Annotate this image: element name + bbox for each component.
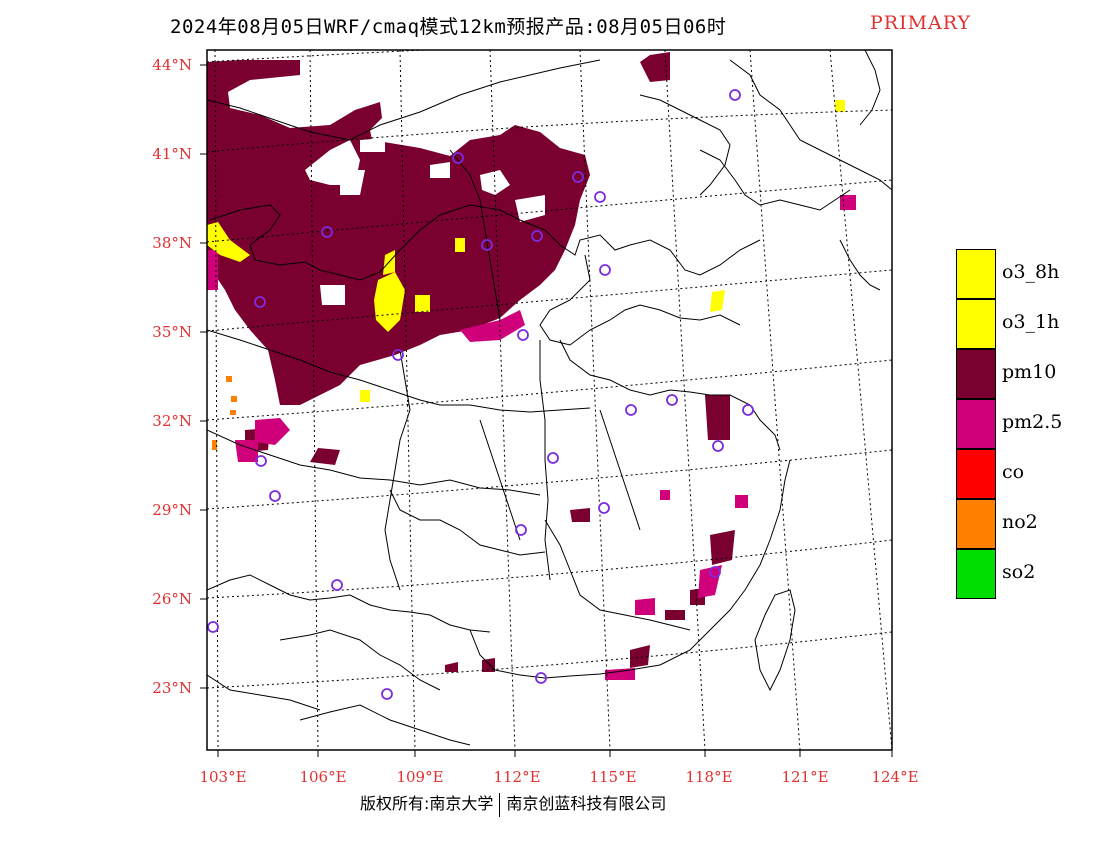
lat-label: 35°N: [152, 323, 192, 341]
graticule: [207, 50, 892, 750]
legend-label: pm2.5: [1002, 411, 1063, 433]
station-marker: [535, 672, 547, 684]
legend-label: no2: [1002, 511, 1038, 533]
legend-swatch: [956, 349, 996, 399]
o3-patches: [207, 100, 845, 402]
legend-label: o3_8h: [1002, 261, 1060, 283]
station-marker: [625, 404, 637, 416]
station-marker: [392, 349, 404, 361]
station-marker: [572, 171, 584, 183]
map-lines: [207, 50, 892, 746]
longitude-axis: 103°E 106°E 109°E 112°E 115°E 118°E 121°…: [199, 750, 919, 786]
no2-patches: [212, 376, 237, 450]
lon-label: 115°E: [589, 768, 636, 786]
primary-pollutant-tag: PRIMARY: [870, 12, 972, 34]
lat-label: 32°N: [152, 412, 192, 430]
station-marker: [729, 89, 741, 101]
station-marker: [517, 329, 529, 341]
legend-swatch: [956, 499, 996, 549]
latitude-axis: 44°N 41°N 38°N 35°N 32°N 29°N 26°N 23°N: [152, 56, 207, 697]
legend-swatch: [956, 249, 996, 299]
lat-label: 41°N: [152, 145, 192, 163]
station-marker: [742, 404, 754, 416]
station-marker: [594, 191, 606, 203]
station-marker: [269, 490, 281, 502]
station-marker: [254, 296, 266, 308]
map-area: [207, 50, 892, 750]
lat-label: 38°N: [152, 234, 192, 252]
copyright-right: 南京创蓝科技有限公司: [506, 794, 667, 813]
station-marker: [321, 226, 333, 238]
legend-label: so2: [1002, 561, 1036, 583]
station-marker: [481, 239, 493, 251]
lon-label: 103°E: [199, 768, 246, 786]
clear-patches: [230, 90, 545, 305]
copyright-footer: 版权所有:南京大学 南京创蓝科技有限公司: [360, 790, 666, 817]
lat-label: 23°N: [152, 679, 192, 697]
station-marker: [599, 264, 611, 276]
pm25-patches: [207, 195, 856, 680]
legend-swatch: [956, 299, 996, 349]
station-marker: [207, 621, 219, 633]
copyright-left: 版权所有:南京大学: [360, 794, 494, 813]
station-marker: [531, 230, 543, 242]
legend-label: pm10: [1002, 361, 1057, 383]
station-marker: [547, 452, 559, 464]
station-marker: [598, 502, 610, 514]
lon-label: 106°E: [299, 768, 346, 786]
lon-label: 121°E: [781, 768, 828, 786]
station-marker: [331, 579, 343, 591]
legend-label: co: [1002, 461, 1025, 483]
station-marker: [452, 152, 464, 164]
lat-label: 44°N: [152, 56, 192, 74]
legend-swatch: [956, 399, 996, 449]
station-marker: [712, 440, 724, 452]
lat-label: 29°N: [152, 501, 192, 519]
station-marker: [666, 394, 678, 406]
map-frame: [206, 49, 893, 751]
station-marker: [709, 566, 721, 578]
legend-swatch: [956, 549, 996, 599]
station-marker: [255, 455, 267, 467]
station-markers: [207, 89, 754, 700]
title-row: 2024年08月05日WRF/cmaq模式12km预报产品:08月05日06时 …: [0, 12, 1100, 40]
lon-label: 112°E: [493, 768, 540, 786]
lat-label: 26°N: [152, 590, 192, 608]
legend-label: o3_1h: [1002, 311, 1060, 333]
copyright-separator: [499, 792, 501, 817]
map-title: 2024年08月05日WRF/cmaq模式12km预报产品:08月05日06时: [170, 16, 727, 38]
station-marker: [515, 524, 527, 536]
lon-label: 109°E: [396, 768, 443, 786]
lon-label: 124°E: [871, 768, 918, 786]
station-marker: [381, 688, 393, 700]
legend-swatch: [956, 449, 996, 499]
lon-label: 118°E: [685, 768, 732, 786]
